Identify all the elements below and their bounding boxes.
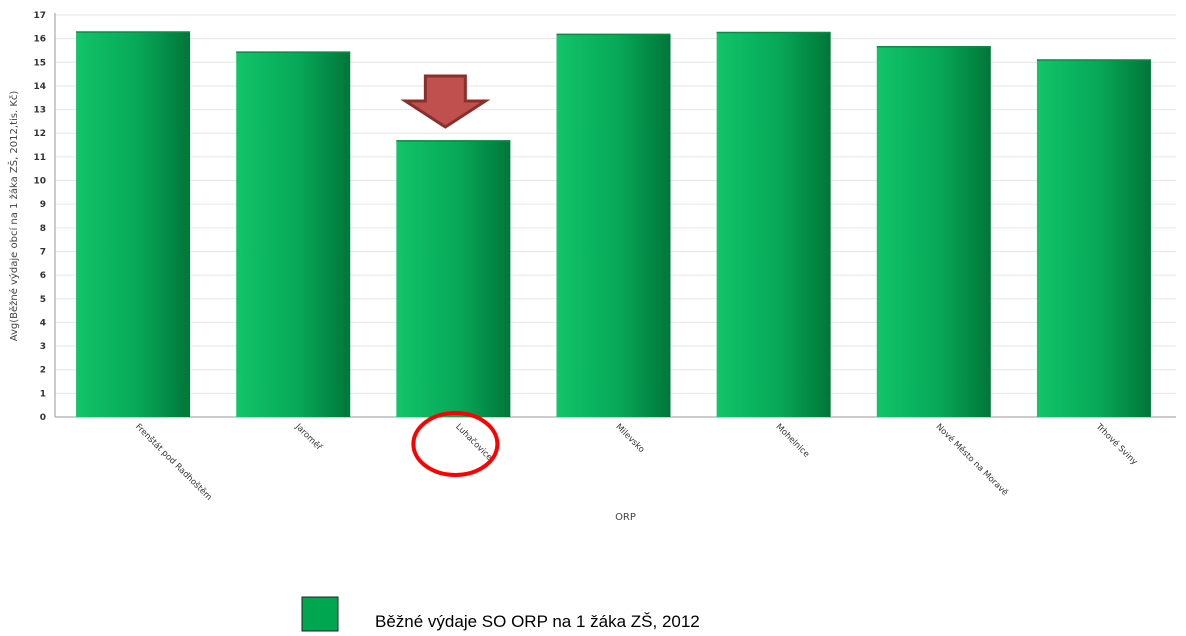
x-tick-label: Nové Město na Moravě [934,421,1011,498]
x-axis-label: ORP [615,512,636,523]
y-tick-label: 16 [33,35,46,45]
legend-swatch [301,596,339,632]
x-tick-label: Frenštát pod Radhoštěm [133,421,214,502]
bar [236,51,351,417]
y-tick-label: 7 [40,247,46,257]
y-tick-label: 1 [40,389,46,399]
x-tick-label: Trhové Sviny [1093,421,1140,468]
y-tick-label: 12 [33,129,46,139]
bar [1036,59,1151,417]
y-tick-label: 11 [33,153,46,163]
y-tick-label: 8 [40,224,46,234]
y-axis-label: Avg(Běžné výdaje obcí na 1 žáka ZŠ, 2012… [7,91,20,342]
x-axis: Frenštát pod Radhoštěm Jaroměř Luhačovice M… [133,421,1140,503]
x-tick-label: Mohelnice [774,422,812,460]
bar [76,31,191,417]
y-tick-label: 10 [33,177,46,187]
bar [716,32,831,418]
highlight-circle [411,411,500,477]
bars [76,31,1151,418]
y-tick-label: 0 [40,413,46,423]
y-tick-label: 5 [40,295,46,305]
annotations [400,74,500,477]
y-tick-label: 9 [40,200,46,210]
x-tick-label: Milevsko [613,422,646,455]
y-tick-label: 14 [33,82,46,92]
x-tick-label: Jaroměř [292,421,324,453]
y-tick-label: 2 [40,366,46,376]
y-tick-label: 17 [33,11,46,21]
down-arrow-icon [400,74,491,129]
y-tick-label: 13 [33,106,46,116]
bar [396,140,511,417]
y-tick-label: 15 [33,58,46,68]
legend: Běžné výdaje SO ORP na 1 žáka ZŠ, 2012 [301,596,700,632]
y-tick-label: 6 [40,271,46,281]
bar [876,46,991,418]
bar [556,33,671,417]
legend-label: Běžné výdaje SO ORP na 1 žáka ZŠ, 2012 [375,612,700,631]
y-tick-label: 3 [40,342,46,352]
y-tick-label: 4 [40,318,46,328]
